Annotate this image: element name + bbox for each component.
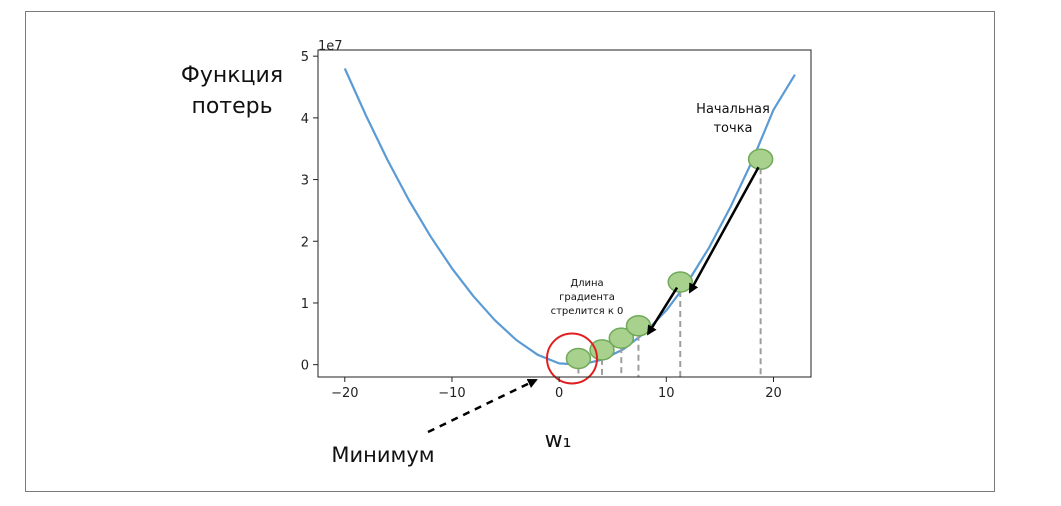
gradient-point xyxy=(747,148,774,170)
start-point-label-line-1: Начальная xyxy=(696,102,770,117)
plot-area-border xyxy=(317,49,812,378)
gradient-arrows xyxy=(647,166,760,336)
y-tick-label: 3 xyxy=(301,174,309,189)
x-tick-label: 0 xyxy=(555,386,563,401)
guide-lines xyxy=(577,168,762,377)
gradient-length-label-line-3: стрелится к 0 xyxy=(551,306,624,317)
y-axis-label-line-1: Функция xyxy=(181,63,283,88)
minimum-circle xyxy=(546,332,599,385)
y-tick-label: 0 xyxy=(301,359,309,374)
y-axis-label-line-2: потерь xyxy=(191,94,272,119)
gradient-points xyxy=(565,148,774,370)
gradient-point xyxy=(608,327,635,349)
x-ticks: −20 −10 0 10 20 xyxy=(331,377,782,401)
y-offset-label: 1e7 xyxy=(318,39,343,54)
y-tick-label: 5 xyxy=(301,50,309,65)
figure-frame xyxy=(25,11,995,492)
x-axis-label: w₁ xyxy=(545,428,572,453)
gradient-point xyxy=(565,347,592,370)
minimum-circle-layer xyxy=(546,332,599,385)
x-tick-label: −10 xyxy=(438,386,465,401)
minimum-pointer-arrow xyxy=(427,378,538,434)
gradient-arrow xyxy=(647,286,679,336)
y-tick-label: 1 xyxy=(301,297,309,312)
minimum-label: Минимум xyxy=(331,443,434,467)
x-tick-label: 10 xyxy=(658,386,675,401)
gradient-arrow xyxy=(688,166,760,294)
gradient-point xyxy=(667,271,693,293)
y-tick-label: 2 xyxy=(301,235,309,250)
start-point-label-line-2: точка xyxy=(713,121,752,136)
x-tick-label: 20 xyxy=(765,386,782,401)
y-tick-label: 4 xyxy=(301,112,309,127)
gradient-point xyxy=(625,315,652,337)
gradient-length-label-line-2: градиента xyxy=(559,292,615,303)
x-tick-label: −20 xyxy=(331,386,358,401)
gradient-length-label-line-1: Длина xyxy=(570,278,603,289)
y-ticks: 0 1 2 3 4 5 xyxy=(301,50,318,374)
